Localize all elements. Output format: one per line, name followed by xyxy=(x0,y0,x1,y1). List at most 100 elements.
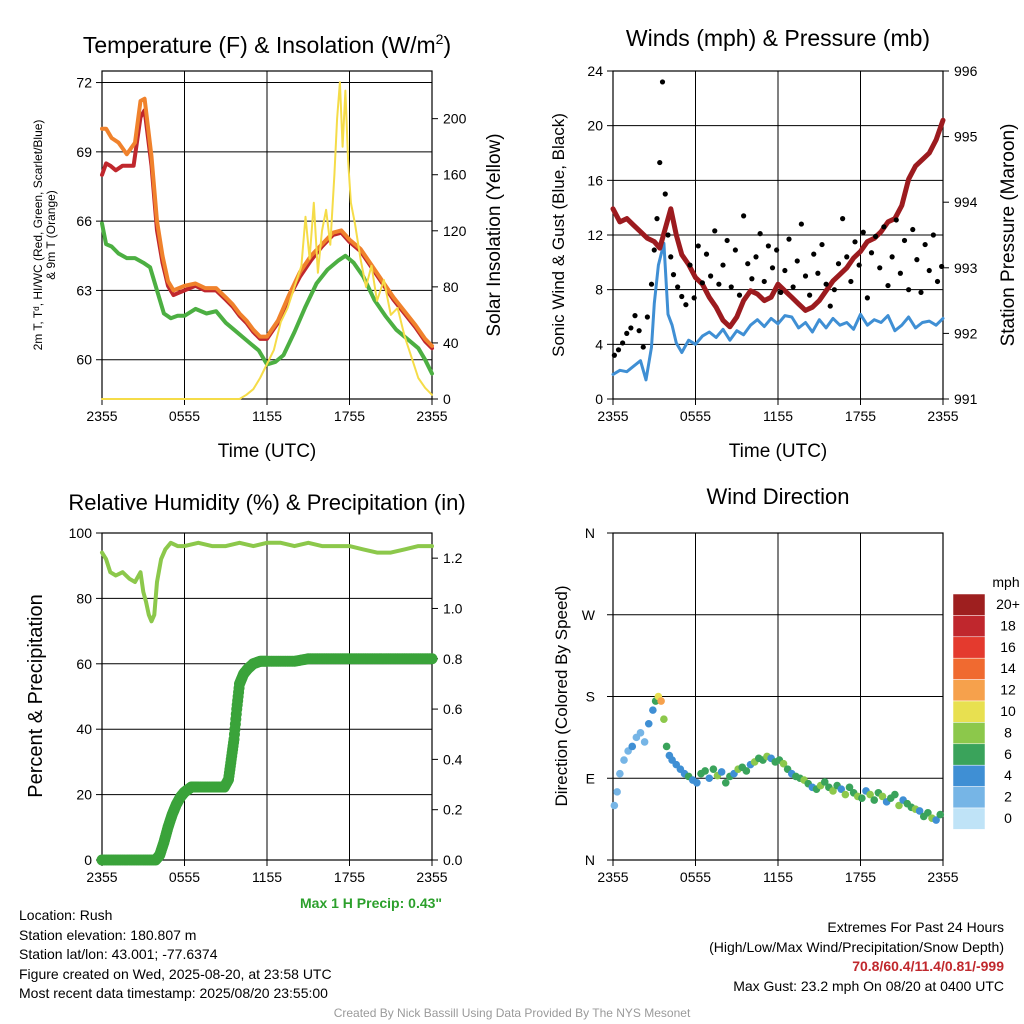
y2-axis-label-text: Station Pressure (Maroon) xyxy=(998,124,1019,347)
direction-point xyxy=(657,697,665,705)
x-tick-label: 2355 xyxy=(86,869,117,885)
gust-point xyxy=(662,191,668,197)
direction-point xyxy=(620,756,628,764)
location-text: Location: Rush xyxy=(19,907,113,923)
y2-tick-label: 993 xyxy=(954,260,978,276)
direction-point xyxy=(644,719,653,728)
x-tick-label: 2355 xyxy=(416,408,447,424)
legend-label: 0 xyxy=(1004,810,1012,826)
x-tick-label: 0555 xyxy=(169,408,200,424)
y-tick-label: 0 xyxy=(84,852,92,868)
direction-point xyxy=(649,706,657,714)
max-gust-text: Max Gust: 23.2 mph On 08/20 at 0400 UTC xyxy=(733,977,1004,994)
gust-point xyxy=(819,241,825,248)
legend-label: 10 xyxy=(1000,703,1016,719)
y-tick-label: 40 xyxy=(76,721,92,737)
gust-point xyxy=(695,243,701,249)
gust-point xyxy=(848,278,854,285)
series-line-relative-humidity xyxy=(100,540,434,624)
y2-tick-label: 1.2 xyxy=(443,550,463,566)
gust-point xyxy=(720,262,726,268)
gust-point xyxy=(934,278,941,285)
plot-frame xyxy=(101,70,433,400)
legend-swatch xyxy=(952,722,986,745)
x-tick-label: 1755 xyxy=(845,869,876,885)
gust-point xyxy=(670,272,677,278)
gust-point xyxy=(852,239,858,245)
y2-tick-label: 992 xyxy=(954,325,978,341)
gust-point xyxy=(873,233,879,239)
gust-point xyxy=(897,270,903,276)
gust-point xyxy=(906,287,912,293)
gust-point xyxy=(665,232,671,238)
y-axis-label-text: Direction (Colored By Speed) xyxy=(552,585,571,806)
gust-point xyxy=(885,282,891,289)
plot-area-2: 2355 0555 1155 1755 235504812162024991992993… xyxy=(587,63,977,424)
x-tick-label: 0555 xyxy=(680,869,711,885)
gust-point xyxy=(774,247,780,253)
gust-point xyxy=(798,221,804,227)
gust-point xyxy=(790,284,796,290)
gust-point xyxy=(864,295,870,301)
gust-point xyxy=(659,79,666,85)
direction-point xyxy=(636,729,645,737)
elevation-text: Station elevation: 180.807 m xyxy=(19,926,197,943)
y-axis-label-line: 2m T, Tᵈ, HI/WC (Red, Green, Scarlet/Blu… xyxy=(31,120,45,351)
legend-swatch xyxy=(952,807,986,830)
gust-point xyxy=(868,250,875,256)
y2-tick-label: 0.0 xyxy=(443,852,463,868)
gust-point xyxy=(651,247,657,253)
x-tick-label: 2355 xyxy=(927,869,958,885)
gust-point xyxy=(716,281,722,287)
y-tick-label: 4 xyxy=(595,336,603,352)
direction-point xyxy=(858,794,866,803)
series-line-solar-insolation xyxy=(101,81,433,400)
y-tick-label: 8 xyxy=(595,282,603,298)
y2-tick-label: 994 xyxy=(954,194,978,210)
y-axis-label-text: Sonic Wind & Gust (Blue, Black) xyxy=(549,113,568,357)
gust-point xyxy=(794,258,800,264)
direction-point xyxy=(662,742,671,751)
created-text: Figure created on Wed, 2025-08-20, at 23… xyxy=(19,965,332,982)
legend-swatch xyxy=(952,786,986,809)
direction-point xyxy=(870,796,879,804)
legend-label: 8 xyxy=(1004,724,1012,740)
gust-point xyxy=(683,302,689,308)
legend-title: mph xyxy=(992,574,1019,590)
gust-point xyxy=(657,159,663,166)
y-tick-label: 66 xyxy=(76,213,92,229)
direction-point xyxy=(891,790,899,799)
y-tick-label: 0 xyxy=(595,391,603,407)
series-line-station-pressure xyxy=(610,117,946,330)
gust-point xyxy=(708,273,714,279)
plot-area-3: 2355 0555 1155 1755 23550204060801000.00.20.… xyxy=(69,525,463,885)
direction-point xyxy=(742,767,751,775)
gust-point xyxy=(644,314,650,320)
y-tick-label: 20 xyxy=(587,118,603,134)
direction-point xyxy=(845,783,854,792)
legend-swatch xyxy=(952,657,986,680)
x-tick-label: 1755 xyxy=(334,869,365,885)
y-tick-label: 24 xyxy=(587,63,603,79)
chart-title-direction: Wind Direction xyxy=(706,484,849,509)
y-axis-label-direction: Direction (Colored By Speed) xyxy=(552,585,571,806)
y-tick-label: 60 xyxy=(76,656,92,672)
extremes-subtitle: (High/Low/Max Wind/Precipitation/Snow De… xyxy=(709,938,1004,955)
recent-data-text: Most recent data timestamp: 2025/08/20 2… xyxy=(19,985,328,1001)
y2-tick-label: 0.2 xyxy=(443,802,463,818)
series-line-sonic-wind xyxy=(611,241,945,382)
y2-tick-label: 0.4 xyxy=(443,751,463,767)
x-tick-label: 0555 xyxy=(169,869,200,885)
gust-point xyxy=(611,352,617,358)
direction-point xyxy=(721,778,730,787)
gust-point xyxy=(926,267,932,274)
latlon-text: Station lat/lon: 43.001; -77.6374 xyxy=(19,946,218,962)
direction-point xyxy=(866,790,874,799)
gust-point xyxy=(840,216,846,222)
gust-point xyxy=(687,262,693,268)
direction-point xyxy=(705,774,714,783)
gust-point xyxy=(811,251,817,257)
direction-point xyxy=(779,759,788,768)
x-axis-label-winds: Time (UTC) xyxy=(729,441,828,462)
x-tick-label: 1155 xyxy=(763,408,793,424)
